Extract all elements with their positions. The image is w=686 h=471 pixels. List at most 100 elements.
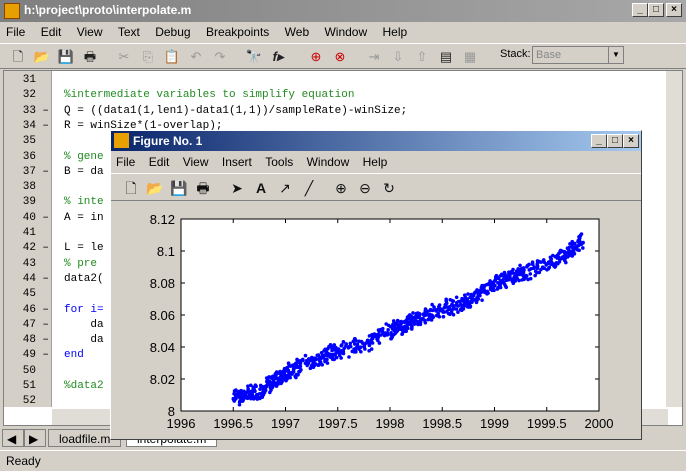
breakpoint-marker[interactable]: – (42, 272, 49, 285)
breakpoint-marker[interactable]: – (42, 211, 49, 224)
figure-minimize-button[interactable]: _ (591, 134, 607, 148)
new-file-icon[interactable]: 🗋 (12, 49, 24, 64)
code-line[interactable]: A = in (64, 211, 104, 224)
line-number[interactable]: 49– (4, 348, 52, 364)
menu-debug[interactable]: Debug (155, 25, 191, 39)
insert-line-icon[interactable]: ╱ (304, 180, 314, 196)
line-number[interactable]: 43 (4, 257, 52, 273)
vertical-scrollbar[interactable] (666, 71, 682, 407)
undo-icon[interactable]: ↶ (190, 49, 202, 64)
new-figure-icon[interactable]: 🗋 (125, 180, 137, 196)
cut-icon[interactable]: ✂ (118, 49, 130, 64)
set-breakpoint-icon[interactable]: ⊕ (310, 49, 322, 64)
open-file-icon[interactable]: 📂 (146, 180, 164, 196)
scatter-plot[interactable]: 1996 1996.5 1997 1997.5 1998 1998.5 1999 1999.5… (111, 201, 641, 439)
print-icon[interactable]: 🖶 (83, 49, 97, 64)
code-line[interactable]: Q = ((data1(1,len1)-data1(1,1))/sampleRa… (64, 104, 408, 117)
line-number[interactable]: 41 (4, 226, 52, 242)
line-number[interactable]: 36 (4, 150, 52, 166)
code-line[interactable]: R = winSize*(1-overlap); (64, 119, 223, 132)
rotate-icon[interactable]: ↻ (383, 180, 395, 196)
line-number[interactable]: 38 (4, 180, 52, 196)
code-line[interactable]: data2( (64, 272, 104, 285)
function-icon[interactable]: f▸ (272, 49, 284, 64)
fig-menu-window[interactable]: Window (306, 155, 350, 169)
menu-view[interactable]: View (76, 25, 103, 39)
line-number[interactable]: 52 (4, 394, 52, 410)
line-number[interactable]: 40– (4, 211, 52, 227)
select-arrow-icon[interactable]: ➤ (231, 180, 243, 196)
line-number[interactable]: 39 (4, 195, 52, 211)
code-line[interactable]: da (64, 334, 104, 347)
line-number[interactable]: 33– (4, 104, 52, 120)
step-icon[interactable]: ⇥ (368, 49, 380, 64)
code-line[interactable]: for i= (64, 303, 104, 316)
fig-menu-file[interactable]: File (116, 155, 136, 169)
clear-breakpoints-icon[interactable]: ⊗ (334, 49, 346, 64)
breakpoint-marker[interactable]: – (42, 119, 49, 132)
minimize-button[interactable]: _ (632, 3, 648, 17)
breakpoint-marker[interactable]: – (42, 303, 49, 316)
line-number[interactable]: 42– (4, 241, 52, 257)
find-icon[interactable]: 🔭 (245, 49, 263, 64)
step-out-icon[interactable]: ⇧ (416, 49, 428, 64)
fig-menu-view[interactable]: View (182, 155, 209, 169)
breakpoint-marker[interactable]: – (42, 165, 49, 178)
redo-icon[interactable]: ↷ (214, 49, 226, 64)
save-icon[interactable]: 💾 (57, 49, 75, 64)
menu-window[interactable]: Window (324, 25, 368, 39)
stack-select[interactable]: Base ▼ (532, 46, 624, 64)
breakpoint-marker[interactable]: – (42, 318, 49, 331)
menu-text[interactable]: Text (117, 25, 140, 39)
close-button[interactable]: × (666, 3, 682, 17)
menu-web[interactable]: Web (284, 25, 310, 39)
breakpoint-marker[interactable]: – (42, 242, 49, 255)
line-number[interactable]: 37– (4, 165, 52, 181)
insert-text-icon[interactable]: A (255, 180, 267, 196)
figure-close-button[interactable]: × (623, 134, 639, 148)
step-in-icon[interactable]: ⇩ (392, 49, 404, 64)
code-line[interactable]: da (64, 318, 104, 331)
line-number[interactable]: 32 (4, 88, 52, 104)
menu-help[interactable]: Help (382, 25, 408, 39)
code-line[interactable]: L = le (64, 242, 104, 255)
line-number[interactable]: 46– (4, 303, 52, 319)
zoom-out-icon[interactable]: ⊖ (359, 180, 371, 196)
line-number[interactable]: 50 (4, 364, 52, 380)
line-number[interactable]: 35 (4, 134, 52, 150)
chevron-down-icon[interactable]: ▼ (608, 47, 623, 63)
fig-menu-insert[interactable]: Insert (221, 155, 252, 169)
save-icon[interactable]: 💾 (170, 180, 188, 196)
line-number[interactable]: 51 (4, 379, 52, 395)
line-number[interactable]: 47– (4, 318, 52, 334)
code-line[interactable]: %intermediate variables to simplify equa… (64, 89, 355, 102)
code-line[interactable]: %data2 (64, 380, 104, 392)
breakpoint-marker[interactable]: – (42, 349, 49, 362)
open-file-icon[interactable]: 📂 (33, 49, 51, 64)
line-number[interactable]: 44– (4, 272, 52, 288)
line-number[interactable]: 45 (4, 287, 52, 303)
code-line[interactable]: B = da (64, 165, 104, 178)
menu-breakpoints[interactable]: Breakpoints (205, 25, 270, 39)
figure-maximize-button[interactable]: □ (607, 134, 623, 148)
menu-file[interactable]: File (6, 25, 26, 39)
fig-menu-help[interactable]: Help (362, 155, 388, 169)
tab-scroll-left-icon[interactable]: ◀ (2, 429, 24, 447)
line-number[interactable]: 48– (4, 333, 52, 349)
maximize-button[interactable]: □ (648, 3, 664, 17)
run-icon[interactable]: ▤ (439, 49, 453, 64)
line-number[interactable]: 34– (4, 119, 52, 135)
code-line[interactable]: % gene (64, 150, 104, 163)
breakpoint-marker[interactable]: – (42, 104, 49, 117)
copy-icon[interactable]: ⎘ (142, 49, 154, 64)
breakpoint-marker[interactable]: – (42, 334, 49, 347)
fig-menu-edit[interactable]: Edit (148, 155, 170, 169)
code-line[interactable]: end (64, 349, 84, 362)
print-icon[interactable]: 🖶 (196, 180, 210, 196)
code-line[interactable]: % pre (64, 257, 98, 270)
tab-loadfile[interactable]: loadfile.m (48, 429, 122, 447)
tab-scroll-right-icon[interactable]: ▶ (24, 429, 46, 447)
exit-debug-icon[interactable]: ▦ (463, 49, 477, 64)
code-line[interactable]: % inte (64, 196, 104, 209)
insert-arrow-icon[interactable]: ↗ (279, 180, 291, 196)
